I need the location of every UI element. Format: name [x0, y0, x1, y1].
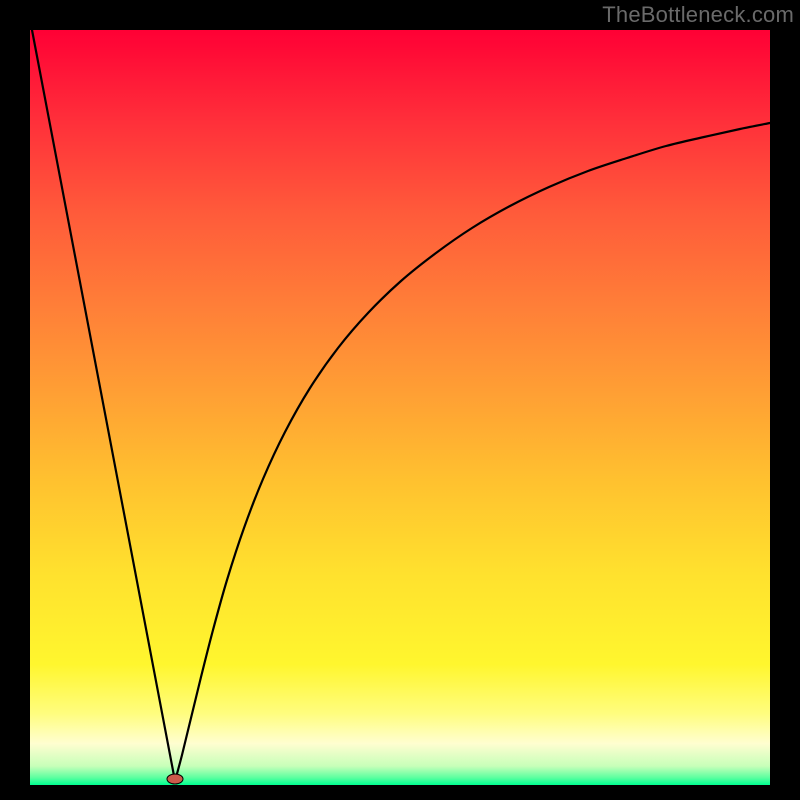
frame-bottom: [0, 785, 800, 800]
frame-left: [0, 0, 30, 800]
bottleneck-chart: [0, 0, 800, 800]
plot-background: [30, 30, 770, 785]
frame-right: [770, 0, 800, 800]
watermark-text: TheBottleneck.com: [602, 2, 794, 28]
min-marker: [167, 774, 183, 784]
